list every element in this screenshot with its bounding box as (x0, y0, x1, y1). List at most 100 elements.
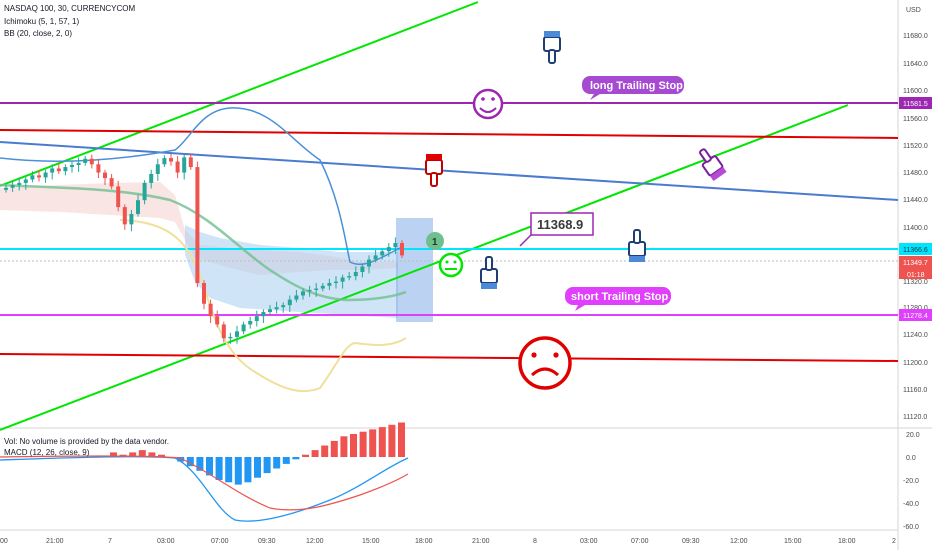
candle-body (340, 277, 345, 282)
candle-body (393, 242, 398, 248)
event-marker[interactable]: 1 (426, 232, 444, 250)
macd-bar (273, 457, 281, 469)
candle-body (320, 285, 325, 289)
macd-bar (282, 457, 290, 464)
candle-body (17, 182, 22, 186)
price-tick: 11520.0 (903, 143, 928, 150)
macd-bar (263, 457, 271, 474)
hand-pointer-icon (628, 229, 646, 262)
time-tick: 07:00 (211, 538, 229, 545)
event-marker-text: 1 (432, 237, 438, 248)
macd-bar (359, 431, 367, 457)
long-stop-callout[interactable]: long Trailing Stop (582, 76, 684, 100)
macd-bar (206, 457, 213, 476)
time-tick: 21:00 (46, 538, 64, 545)
candle-body (294, 295, 299, 300)
candle-body (30, 175, 35, 180)
ichimoku-legend[interactable]: Ichimoku (5, 1, 57, 1) (4, 17, 80, 26)
candle-body (215, 316, 220, 325)
lagging-span-line (119, 219, 407, 393)
bollinger-legend[interactable]: BB (20, close, 2, 0) (4, 29, 73, 38)
countdown-badge (899, 268, 932, 279)
macd-bar (398, 422, 405, 457)
short-stop-callout-box (565, 287, 671, 305)
symbol-title[interactable]: NASDAQ 100, 30, CURRENCYCOM (4, 4, 136, 13)
bollinger-band-line (0, 107, 401, 265)
short-stop-callout-tail (575, 305, 585, 311)
price-tick: 11640.0 (903, 61, 928, 68)
time-tick: 03:00 (157, 538, 175, 545)
candle-body (353, 271, 358, 277)
hand-pointer-icon (480, 256, 498, 289)
time-tick: 00 (0, 538, 8, 545)
macd-bar (148, 452, 156, 457)
price-axis[interactable]: USD 11680.0 11640.0 11600.0 11560.0 1152… (903, 7, 928, 421)
smile-face-icon (472, 88, 504, 120)
event-marker-circle (426, 232, 444, 250)
candle-body (63, 167, 68, 172)
candle-body (116, 186, 121, 208)
time-tick: 15:00 (362, 538, 380, 545)
macd-tick: -20.0 (903, 478, 919, 485)
candle-body (380, 251, 385, 256)
price-tick: 11440.0 (903, 197, 928, 204)
short-stop-callout[interactable]: short Trailing Stop (565, 287, 671, 311)
blue-channel-line (0, 141, 899, 201)
candle-body (360, 266, 365, 272)
macd-tick: 0.0 (906, 455, 916, 462)
candle-body (96, 164, 101, 173)
last-price-badge-text: 11349.7 (903, 260, 928, 267)
price-tick: 11600.0 (903, 88, 928, 95)
price-callout[interactable]: 11368.9 (519, 212, 594, 247)
candle-body (254, 316, 259, 321)
price-callout-box (530, 212, 594, 236)
volume-note: Vol: No volume is provided by the data v… (4, 437, 169, 446)
macd-bar (369, 429, 377, 457)
macd-bar (215, 457, 223, 480)
current-price-badge-text: 11366.6 (903, 247, 928, 254)
candle-body (129, 214, 134, 225)
candle-body (400, 242, 404, 256)
macd-tick: -60.0 (903, 524, 919, 531)
macd-axis[interactable]: 20.0 0.0 -20.0 -40.0 -60.0 (903, 432, 920, 531)
candle-body (182, 157, 187, 173)
candle-body (235, 331, 239, 337)
candle-body (367, 259, 371, 267)
hand-pointer-icon (699, 148, 727, 182)
macd-histogram (110, 422, 405, 485)
macd-legend[interactable]: MACD (12, 26, close, 9) (4, 448, 90, 457)
countdown-badge-text: 01:18 (907, 272, 925, 279)
candle-body (287, 299, 292, 306)
last-price-badge (899, 256, 932, 268)
macd-bar (225, 457, 233, 483)
time-tick: 07:00 (631, 538, 649, 545)
time-tick: 21:00 (472, 538, 490, 545)
price-currency-label: USD (906, 7, 921, 14)
price-callout-text: 11368.9 (537, 217, 583, 232)
short-stop-badge-text: 11278.4 (903, 313, 928, 320)
long-stop-callout-text: long Trailing Stop (590, 80, 683, 92)
candle-body (241, 324, 246, 332)
macd-bar (254, 457, 261, 478)
price-tick: 11680.0 (903, 33, 928, 40)
macd-tick: 20.0 (906, 432, 920, 439)
candle-body (43, 172, 48, 178)
price-tick: 11480.0 (903, 170, 928, 177)
time-tick: 8 (533, 538, 537, 545)
short-stop-callout-text: short Trailing Stop (571, 291, 668, 303)
time-tick: 09:30 (682, 538, 700, 545)
macd-line (0, 456, 409, 522)
candle-body (274, 307, 279, 310)
price-tick: 11560.0 (903, 116, 928, 123)
candle-body (76, 162, 81, 165)
time-axis[interactable]: 00 21:00 7 03:00 07:00 09:30 12:00 15:00… (0, 538, 896, 545)
candle-body (248, 321, 253, 325)
candle-body (89, 158, 94, 165)
time-tick: 18:00 (838, 538, 856, 545)
candle-body (103, 172, 107, 179)
candle-body (327, 283, 332, 286)
candle-body (347, 276, 352, 278)
time-tick: 7 (108, 538, 112, 545)
